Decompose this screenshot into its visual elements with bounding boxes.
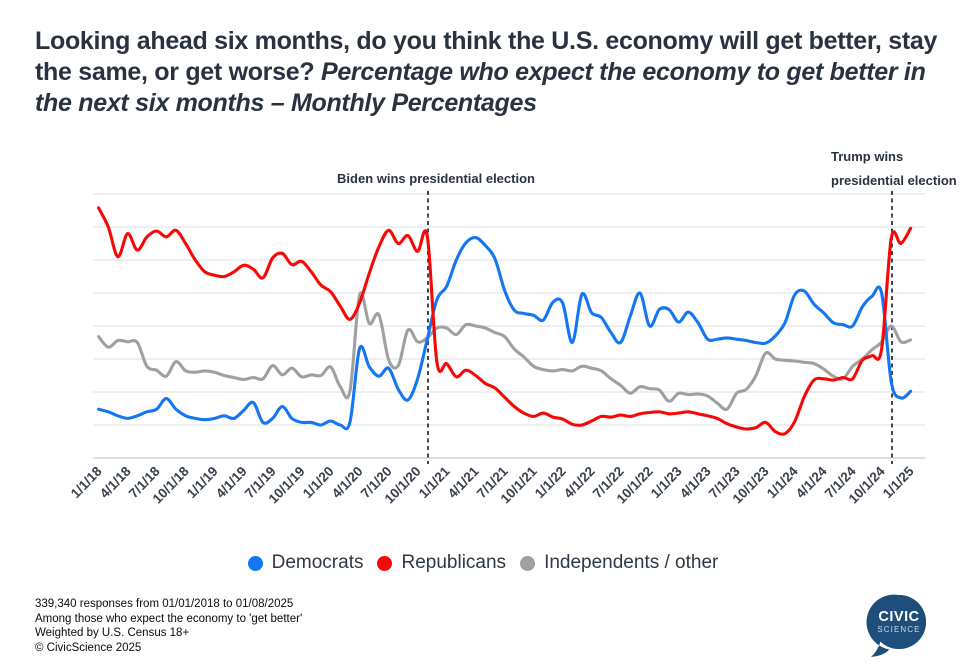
x-tick-label: 1/1/23	[648, 463, 685, 501]
legend-item-independents-other: Independents / other	[520, 552, 718, 574]
x-tick-label: 1/1/25	[880, 463, 917, 501]
legend-color-dot-icon	[377, 555, 393, 571]
legend-item-democrats: Democrats	[247, 552, 364, 574]
footer-line: Among those who expect the economy to 'g…	[35, 612, 303, 625]
civicscience-logo: CIVIC SCIENCE	[866, 594, 927, 657]
x-tick-label: 1/1/18	[68, 463, 105, 501]
legend-color-dot-icon	[520, 555, 536, 571]
footer-line: 339,340 responses from 01/01/2018 to 01/…	[35, 598, 294, 610]
series-line-independents-other	[97, 291, 913, 412]
x-tick-label: 1/1/21	[416, 463, 453, 501]
footer-line: Weighted by U.S. Census 18+	[35, 627, 190, 639]
logo-text-civic: CIVIC	[878, 609, 919, 625]
series-line-democrats	[97, 235, 913, 431]
x-tick-label: 4/1/21	[445, 463, 482, 501]
chart-legend: Democrats Republicans Independents / other	[0, 552, 966, 574]
chart-title-question: Looking ahead six months, do you think t…	[35, 27, 938, 86]
chart-title: Looking ahead six months, do you think t…	[35, 26, 951, 119]
line-chart: Biden wins presidential election Trump wi…	[68, 149, 957, 506]
legend-item-republicans: Republicans	[377, 552, 506, 574]
footer-line: © CivicScience 2025	[35, 641, 142, 654]
x-tick-label: 1/1/22	[532, 464, 569, 501]
x-tick-label: 4/1/20	[329, 464, 366, 501]
chart-title-subtitle: Percentage who expect the economy to get…	[35, 58, 926, 117]
trump-election-annotation-line1: Trump wins	[831, 149, 903, 164]
logo-text-science: SCIENCE	[877, 625, 920, 634]
legend-label: Republicans	[401, 552, 507, 573]
x-tick-label: 4/1/18	[97, 463, 134, 501]
x-tick-label: 4/1/23	[677, 463, 714, 501]
series-line-republicans	[97, 206, 913, 436]
legend-color-dot-icon	[247, 555, 263, 571]
chart-footer: 339,340 responses from 01/01/2018 to 01/…	[35, 597, 302, 655]
trump-election-annotation-line2: presidential election	[831, 173, 957, 188]
x-tick-label: 4/1/22	[561, 464, 598, 501]
legend-label: Independents / other	[544, 552, 719, 573]
x-tick-label: 4/1/24	[793, 463, 830, 501]
x-tick-label: 4/1/19	[213, 464, 250, 501]
logo-circle	[872, 595, 926, 649]
x-tick-label: 1/1/20	[300, 464, 337, 501]
x-tick-label: 1/1/19	[184, 464, 221, 501]
biden-election-annotation: Biden wins presidential election	[337, 171, 535, 186]
legend-label: Democrats	[271, 552, 364, 573]
x-tick-label: 1/1/24	[764, 463, 801, 501]
